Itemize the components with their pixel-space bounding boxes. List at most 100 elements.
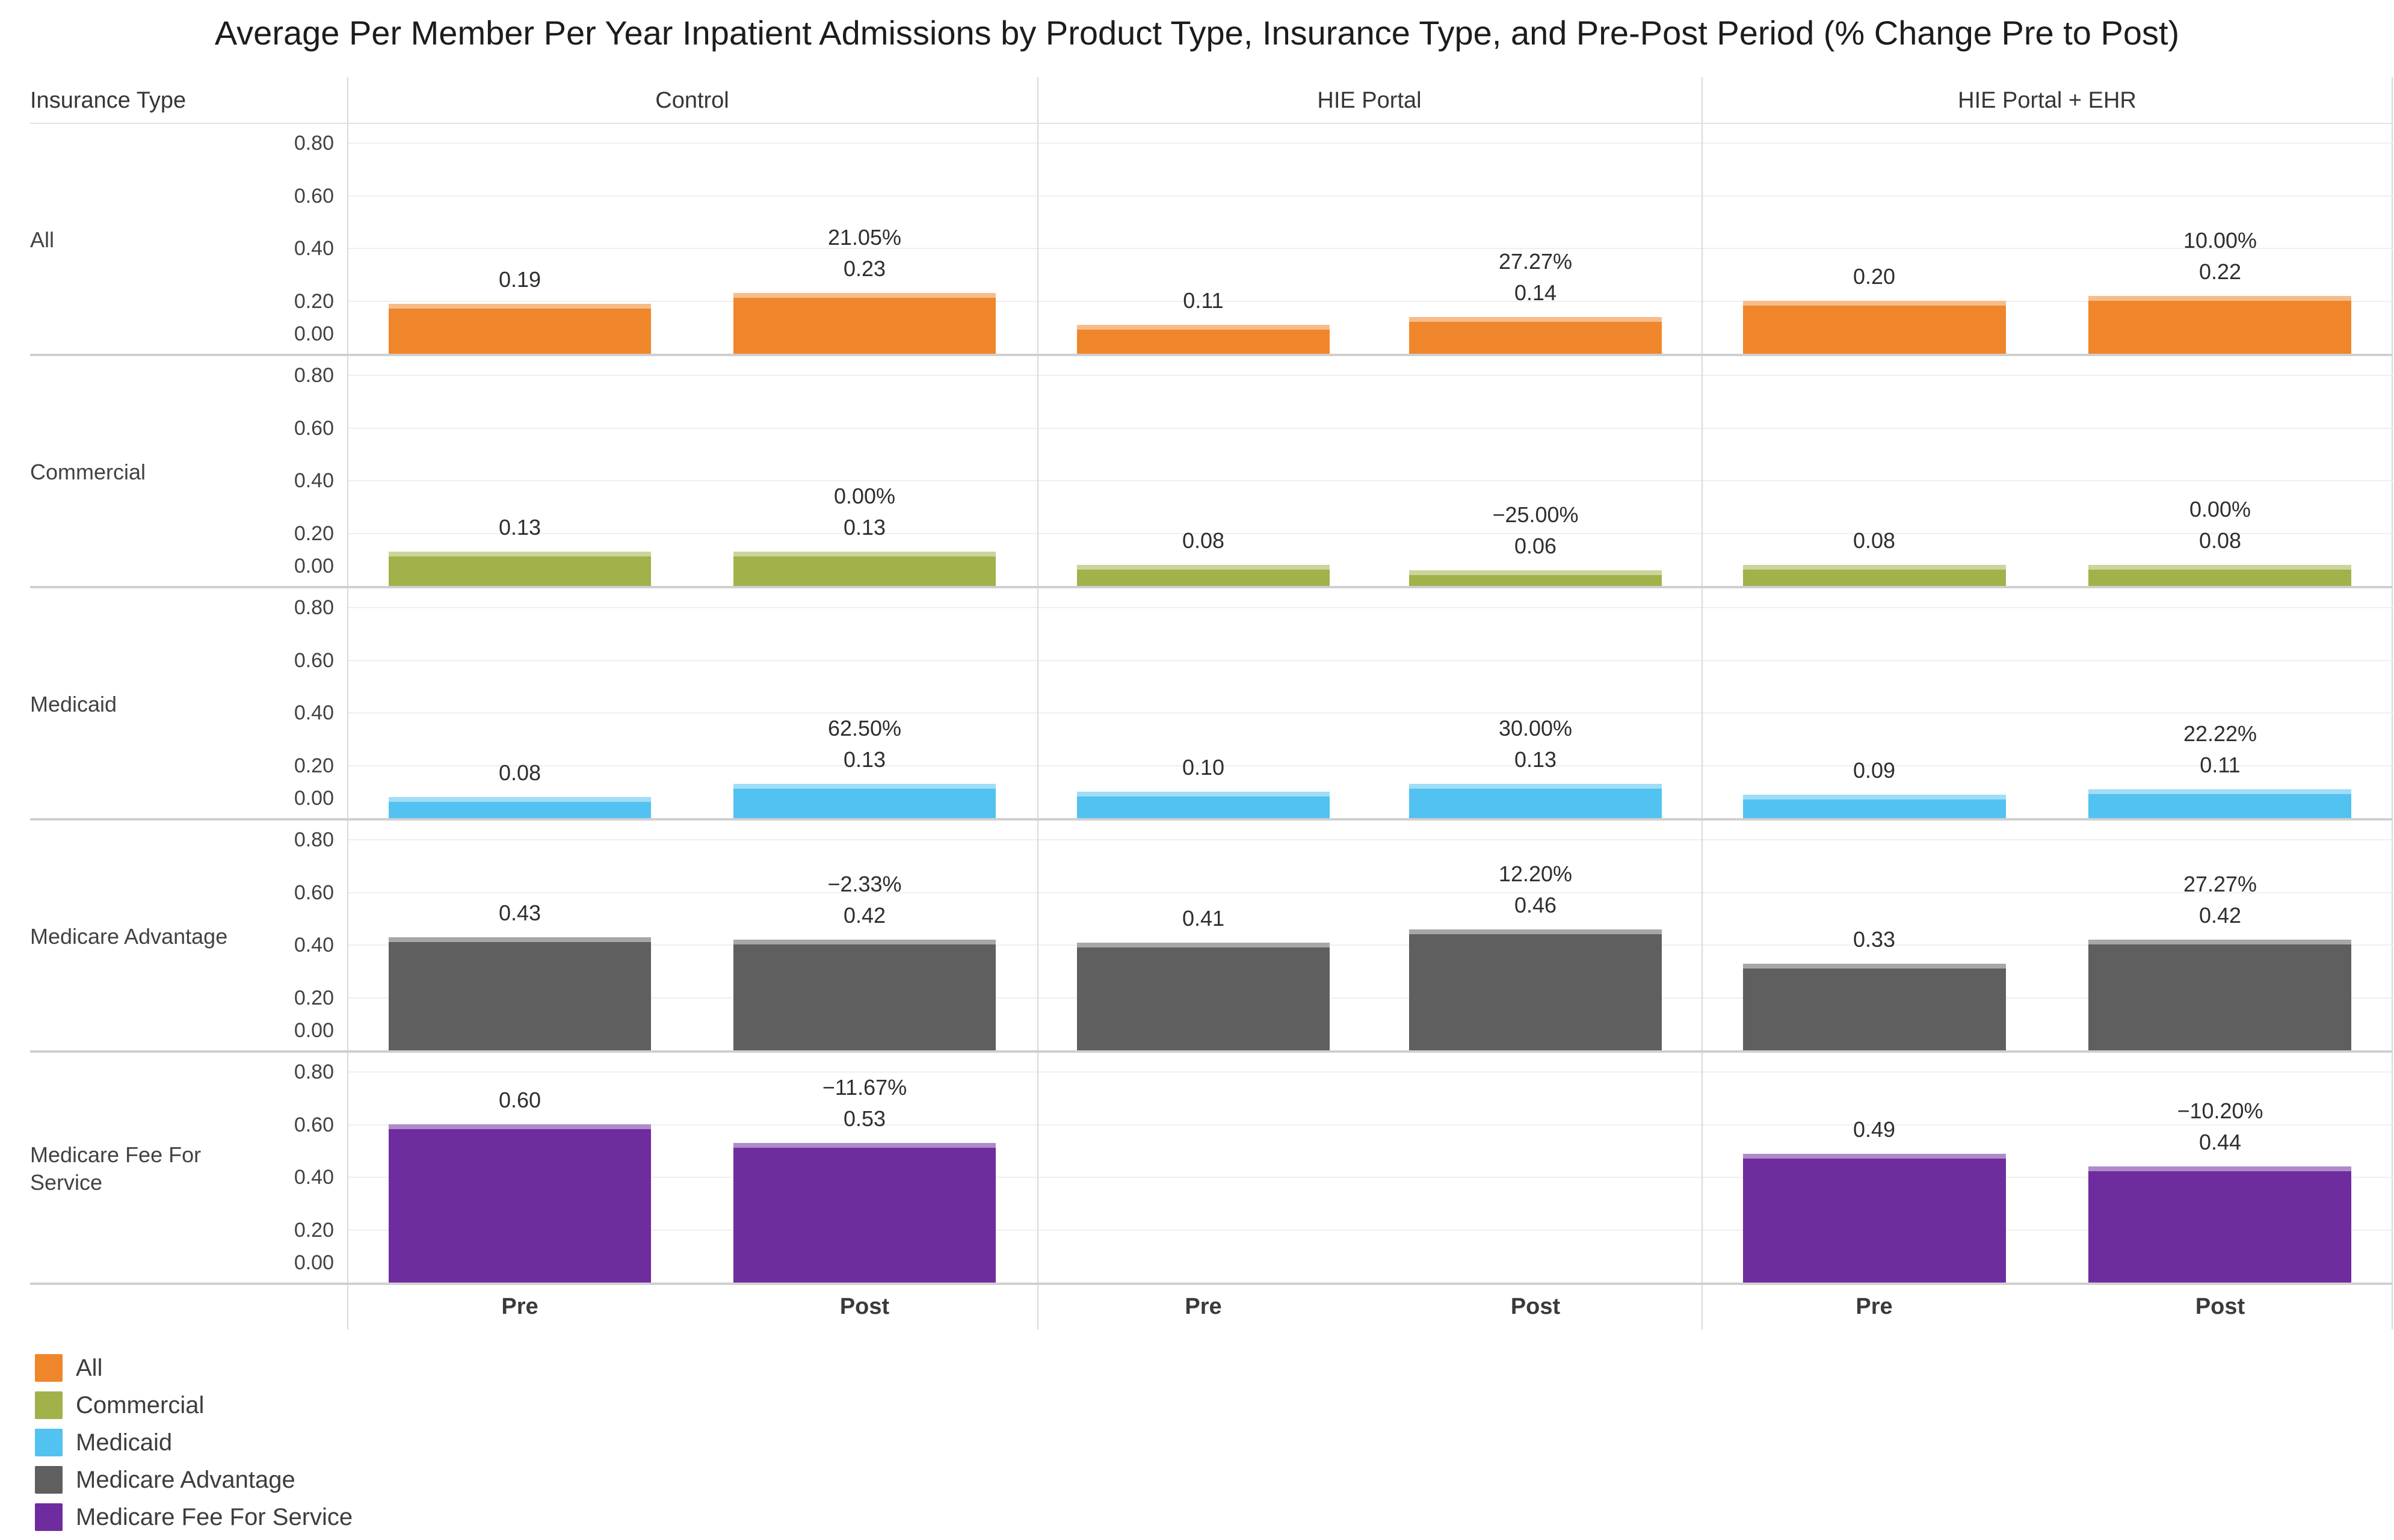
bar-top-highlight bbox=[2088, 789, 2351, 794]
row-label-medicare-advantage: Medicare Advantage bbox=[30, 924, 228, 949]
y-tick-label: 0.00 bbox=[294, 555, 334, 578]
legend-swatch bbox=[35, 1503, 63, 1531]
bar-value-label: 0.23 bbox=[843, 256, 886, 281]
bar-top-highlight bbox=[1409, 317, 1662, 322]
bar-top-highlight bbox=[389, 1124, 651, 1129]
pct-change-label: 22.22% bbox=[2183, 721, 2257, 746]
legend-swatch bbox=[35, 1429, 63, 1456]
bar-pre-medicaid-control[interactable] bbox=[389, 797, 651, 818]
panel-gridline bbox=[1703, 532, 2393, 534]
y-tick-label: 0.80 bbox=[294, 596, 334, 619]
panel-gridline bbox=[1038, 712, 1701, 713]
bar-top-highlight bbox=[2088, 1166, 2351, 1171]
bar-post-medicare-advantage-hie-portal[interactable] bbox=[1409, 929, 1662, 1050]
bar-post-commercial-control[interactable] bbox=[733, 552, 996, 586]
legend-item-all[interactable]: All bbox=[35, 1349, 353, 1387]
legend-label: Medicare Fee For Service bbox=[76, 1503, 353, 1530]
bar-pre-medicare-fee-for-service-control[interactable] bbox=[389, 1124, 651, 1283]
panel-gridline bbox=[1038, 607, 1701, 608]
bar-post-commercial-hie-portal[interactable] bbox=[1409, 570, 1662, 586]
column-header-hie-portal: HIE Portal bbox=[1317, 87, 1422, 113]
bar-value-label: 0.42 bbox=[843, 903, 886, 928]
y-tick-label: 0.40 bbox=[294, 934, 334, 956]
row-separator bbox=[30, 818, 2393, 821]
legend-item-medicaid[interactable]: Medicaid bbox=[35, 1424, 353, 1461]
bar-label-block: 0.08 bbox=[387, 757, 652, 789]
y-tick-label: 0.20 bbox=[294, 289, 334, 313]
bar-post-all-hie-portal[interactable] bbox=[1409, 317, 1662, 354]
panel-gridline bbox=[348, 712, 1037, 713]
bar-value-label: 0.19 bbox=[498, 267, 541, 292]
bar-value-label: 0.20 bbox=[1853, 264, 1896, 289]
bar-label-block: 0.60 bbox=[387, 1085, 652, 1116]
pct-change-label: 27.27% bbox=[2183, 872, 2257, 896]
pct-change-label: 30.00% bbox=[1498, 716, 1573, 741]
bar-post-medicare-advantage-hie-portal-ehr[interactable] bbox=[2088, 940, 2351, 1050]
row-label-medicare-fee-for-service: Medicare Fee For Service bbox=[30, 1142, 202, 1195]
legend-item-commercial[interactable]: Commercial bbox=[35, 1387, 353, 1424]
bar-post-commercial-hie-portal-ehr[interactable] bbox=[2088, 565, 2351, 586]
bar-pre-all-hie-portal-ehr[interactable] bbox=[1743, 301, 2006, 354]
bar-value-label: 0.09 bbox=[1853, 758, 1896, 783]
bar-pre-medicaid-hie-portal[interactable] bbox=[1077, 792, 1330, 818]
bar-pre-all-control[interactable] bbox=[389, 304, 651, 354]
bar-post-all-control[interactable] bbox=[733, 293, 996, 354]
bar-post-medicaid-control[interactable] bbox=[733, 784, 996, 818]
panel-gridline bbox=[348, 997, 1037, 999]
panel-gridline bbox=[1703, 427, 2393, 429]
bar-label-block: 0.33 bbox=[1742, 924, 2007, 955]
bar-value-label: 0.22 bbox=[2198, 259, 2242, 284]
bar-top-highlight bbox=[733, 293, 996, 298]
panel-gridline bbox=[1703, 944, 2393, 946]
bar-post-all-hie-portal-ehr[interactable] bbox=[2088, 296, 2351, 354]
panel-gridline bbox=[348, 248, 1037, 249]
bar-pre-commercial-control[interactable] bbox=[389, 552, 651, 586]
column-header-hie-portal-ehr: HIE Portal + EHR bbox=[1958, 87, 2136, 113]
panel-gridline bbox=[1703, 997, 2393, 999]
bar-post-medicaid-hie-portal-ehr[interactable] bbox=[2088, 789, 2351, 818]
row-separator bbox=[30, 1050, 2393, 1053]
axis-label-post: Post bbox=[1510, 1294, 1561, 1319]
bar-pre-medicare-fee-for-service-hie-portal-ehr[interactable] bbox=[1743, 1154, 2006, 1283]
panel-gridline bbox=[348, 1229, 1037, 1231]
bar-post-medicaid-hie-portal[interactable] bbox=[1409, 784, 1662, 818]
bar-post-medicare-fee-for-service-hie-portal-ehr[interactable] bbox=[2088, 1166, 2351, 1283]
row-separator bbox=[30, 1283, 2393, 1285]
y-tick-label: 0.40 bbox=[294, 701, 334, 724]
panel-gridline bbox=[1038, 427, 1701, 429]
legend-item-medicare-fee-for-service[interactable]: Medicare Fee For Service bbox=[35, 1498, 353, 1536]
bar-pre-commercial-hie-portal[interactable] bbox=[1077, 565, 1330, 586]
row-label-medicaid: Medicaid bbox=[30, 692, 117, 716]
legend-item-medicare-advantage[interactable]: Medicare Advantage bbox=[35, 1461, 353, 1498]
bar-pre-medicaid-hie-portal-ehr[interactable] bbox=[1743, 795, 2006, 818]
y-tick-label: 0.60 bbox=[294, 881, 334, 904]
bar-post-medicare-advantage-control[interactable] bbox=[733, 940, 996, 1050]
panel-gridline bbox=[348, 195, 1037, 197]
bar-top-highlight bbox=[389, 937, 651, 942]
y-tick-label: 0.20 bbox=[294, 986, 334, 1009]
panel-gridline bbox=[1038, 1071, 1701, 1073]
bar-top-highlight bbox=[1409, 570, 1662, 575]
panel-gridline bbox=[348, 1071, 1037, 1073]
chart-title: Average Per Member Per Year Inpatient Ad… bbox=[214, 14, 2180, 52]
bar-top-highlight bbox=[1743, 1154, 2006, 1159]
panel-gridline bbox=[348, 839, 1037, 840]
y-tick-label: 0.00 bbox=[294, 1019, 334, 1042]
bar-label-block: 30.00% 0.13 bbox=[1403, 713, 1668, 775]
bar-pre-all-hie-portal[interactable] bbox=[1077, 325, 1330, 354]
bar-pre-medicare-advantage-control[interactable] bbox=[389, 937, 651, 1050]
bar-pre-commercial-hie-portal-ehr[interactable] bbox=[1743, 565, 2006, 586]
panel-gridline bbox=[1703, 712, 2393, 713]
panel-gridline bbox=[348, 607, 1037, 608]
bar-top-highlight bbox=[389, 304, 651, 309]
bar-post-medicare-fee-for-service-control[interactable] bbox=[733, 1143, 996, 1283]
bar-top-highlight bbox=[2088, 940, 2351, 944]
pct-change-label: −25.00% bbox=[1492, 502, 1579, 527]
bar-value-label: 0.49 bbox=[1853, 1117, 1896, 1142]
y-tick-label: 0.40 bbox=[294, 1166, 334, 1189]
bar-pre-medicare-advantage-hie-portal[interactable] bbox=[1077, 943, 1330, 1050]
panel-gridline bbox=[1703, 1124, 2393, 1126]
panel-gridline bbox=[1038, 375, 1701, 376]
bar-pre-medicare-advantage-hie-portal-ehr[interactable] bbox=[1743, 964, 2006, 1050]
bar-label-block: −10.20% 0.44 bbox=[2088, 1095, 2352, 1158]
